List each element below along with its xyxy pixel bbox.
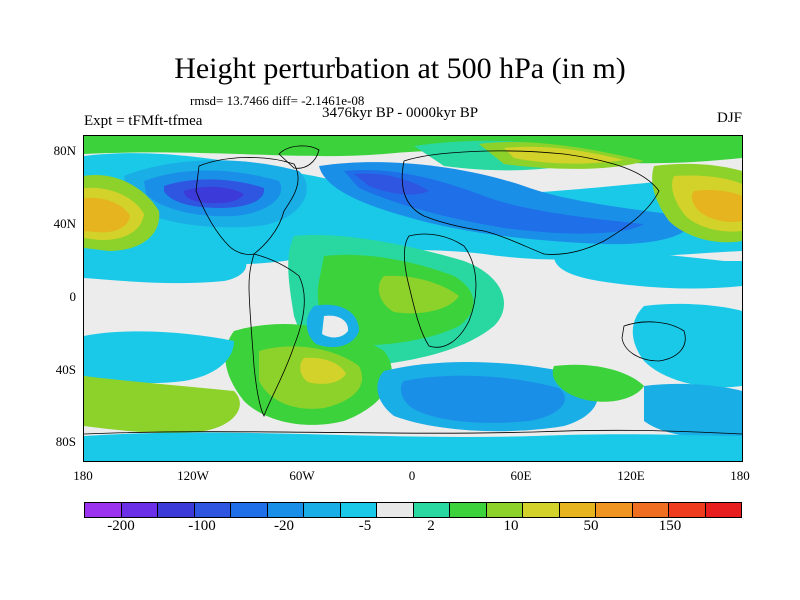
colorbar-swatch: [231, 503, 268, 517]
colorbar-swatch: [377, 503, 414, 517]
positive-field: [691, 189, 742, 222]
map-panel: [83, 135, 743, 462]
colorbar-label: 50: [583, 518, 599, 534]
lat-tick: 40N: [53, 216, 76, 231]
lat-tick: 80N: [53, 143, 76, 158]
positive-field: [84, 376, 240, 434]
lon-tick: 180: [73, 468, 93, 483]
height-field-map: [84, 136, 742, 461]
colorbar-label: -20: [274, 518, 294, 534]
positive-field: [84, 197, 130, 233]
colorbar-swatch: [194, 503, 231, 517]
colorbar-swatch: [413, 503, 450, 517]
negative-field: [84, 331, 234, 384]
colorbar-label: -5: [358, 518, 372, 534]
positive-field: [378, 275, 459, 314]
neutral-field: [322, 315, 349, 338]
colorbar-swatch: [85, 503, 122, 517]
lon-tick: 120E: [617, 468, 645, 483]
colorbar-swatch: [267, 503, 304, 517]
positive-field: [552, 364, 644, 402]
negative-field: [632, 303, 742, 388]
negative-field: [554, 252, 742, 289]
colorbar-label: -100: [188, 518, 216, 534]
lat-tick: 0: [69, 289, 77, 304]
colorbar-swatch: [705, 503, 741, 517]
negative-field: [644, 383, 742, 438]
negative-field: [400, 375, 565, 423]
colorbar-swatch: [121, 503, 158, 517]
colorbar-swatch: [596, 503, 633, 517]
coastlines: [84, 145, 742, 435]
colorbar-swatch: [632, 503, 669, 517]
colorbar-swatch: [340, 503, 377, 517]
experiment-label: Expt = tFMft-tfmea: [84, 113, 203, 129]
season-label: DJF: [716, 110, 742, 126]
negative-field: [354, 173, 429, 195]
colorbar-swatch: [523, 503, 560, 517]
colorbar-swatch: [158, 503, 195, 517]
lon-tick: 120W: [177, 468, 209, 483]
colorbar-label: 2: [427, 518, 435, 534]
lat-tick: 40S: [55, 362, 76, 377]
colorbar-swatch: [450, 503, 487, 517]
stats-line: rmsd= 13.7466 diff= -2.1461e-08: [190, 93, 365, 108]
lon-tick: 60W: [289, 468, 315, 483]
colorbar: [84, 502, 742, 518]
positive-field: [300, 357, 346, 384]
colorbar-swatch: [486, 503, 523, 517]
period-label: 3476kyr BP - 0000kyr BP: [322, 105, 479, 121]
lon-tick: 60E: [510, 468, 532, 483]
colorbar-swatch: [669, 503, 706, 517]
lon-tick: 180: [730, 468, 750, 483]
plot-title: Height perturbation at 500 hPa (in m): [174, 52, 626, 85]
negative-field: [84, 432, 742, 461]
colorbar-label: 10: [503, 518, 519, 534]
colorbar-swatch: [304, 503, 341, 517]
lat-tick: 80S: [55, 434, 76, 449]
colorbar-label: -200: [107, 518, 135, 534]
colorbar-swatch: [559, 503, 596, 517]
lon-tick: 0: [408, 468, 416, 483]
colorbar-label: 150: [658, 518, 682, 534]
negative-field: [84, 247, 247, 284]
